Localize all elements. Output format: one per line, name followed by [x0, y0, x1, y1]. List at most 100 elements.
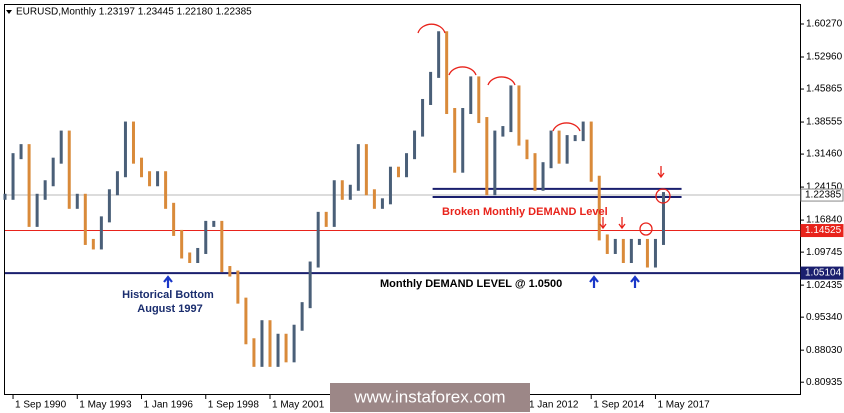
price-bar — [348, 184, 352, 200]
price-bar — [91, 238, 95, 250]
price-bar — [396, 166, 400, 178]
price-bar — [252, 338, 256, 367]
price-bar — [292, 324, 296, 363]
price-bar — [525, 139, 529, 160]
price-bar — [388, 166, 392, 205]
price-bar — [324, 211, 328, 227]
price-bar — [661, 192, 665, 245]
price-bar — [115, 171, 119, 196]
price-bar — [493, 130, 497, 196]
price-bar — [533, 153, 537, 191]
price-bar — [405, 153, 409, 178]
down-arrow — [618, 217, 626, 230]
y-tick-label: 0.95340 — [806, 312, 843, 323]
price-bar — [75, 193, 79, 209]
price-bar — [477, 76, 481, 124]
price-bar — [83, 193, 87, 245]
price-bar — [372, 189, 376, 209]
up-arrow — [589, 275, 599, 288]
price-bar — [107, 189, 111, 223]
price-bar — [148, 171, 152, 187]
price-bar — [188, 252, 192, 264]
price-bar — [180, 229, 184, 259]
price-bar — [172, 202, 176, 236]
price-bar — [164, 171, 168, 209]
x-tick-label: 1 Sep 1998 — [208, 400, 260, 411]
y-tick-label: 1.31460 — [806, 149, 843, 160]
y-tick-label: 1.02435 — [806, 280, 843, 291]
price-bar — [461, 108, 465, 173]
price-bar — [501, 126, 505, 137]
price-bar — [220, 220, 224, 273]
price-bar — [413, 130, 417, 160]
price-bar — [260, 320, 264, 367]
price-bar — [35, 193, 39, 227]
price-bar — [236, 270, 240, 304]
price-bar — [629, 238, 633, 264]
price-bar — [517, 85, 521, 146]
price-bar — [300, 302, 304, 331]
y-tick-label: 1.16840 — [806, 215, 843, 226]
x-tick-label: 1 May 2017 — [657, 400, 710, 411]
y-tick-label: 0.88030 — [806, 345, 843, 356]
y-tick-label: 1.52960 — [806, 52, 843, 63]
x-tick-label: 1 Sep 2014 — [593, 400, 645, 411]
price-bar — [653, 238, 657, 268]
x-tick-label: 1 May 2001 — [272, 400, 325, 411]
price-tag — [800, 266, 844, 280]
price-bar — [67, 130, 71, 209]
price-bar — [43, 180, 47, 200]
price-tag-label: 1.22385 — [805, 190, 842, 201]
y-tick-label: 1.38555 — [806, 117, 843, 128]
price-bar — [131, 121, 135, 164]
x-tick-label: 1 Jan 1996 — [144, 400, 194, 411]
price-bar — [565, 135, 569, 164]
x-tick-label: 1 Sep 1990 — [15, 400, 67, 411]
price-bar — [268, 320, 272, 367]
y-tick-label: 1.09745 — [806, 247, 843, 258]
price-bar — [469, 76, 473, 115]
price-bar — [196, 247, 200, 264]
circle-mark — [655, 188, 671, 204]
price-bar — [429, 71, 433, 105]
down-arrow — [657, 166, 665, 179]
price-bar — [284, 333, 288, 363]
price-bar — [204, 220, 208, 254]
up-arrows — [163, 275, 640, 288]
y-tick-label: 0.80935 — [806, 377, 843, 388]
y-tick-label: 1.45865 — [806, 84, 843, 95]
price-tag-label: 1.05104 — [805, 268, 842, 279]
annotation: Historical Bottom — [122, 289, 214, 301]
price-bar — [581, 121, 585, 142]
price-bar — [332, 180, 336, 227]
price-tag-label: 1.14525 — [805, 225, 842, 236]
price-bar — [549, 130, 553, 169]
down-arrow — [599, 217, 607, 230]
price-bar — [11, 153, 15, 200]
price-bar — [356, 144, 360, 191]
price-bar — [453, 108, 457, 173]
price-bar — [445, 31, 449, 115]
peak-arc — [552, 122, 581, 132]
price-bar — [573, 135, 577, 142]
price-tag — [800, 188, 844, 202]
price-tag — [800, 224, 844, 238]
price-bar — [140, 157, 144, 178]
watermark: www.instaforex.com — [353, 387, 505, 406]
price-bar — [485, 117, 489, 196]
price-bar — [59, 130, 63, 164]
price-bar — [3, 193, 7, 200]
price-bar — [51, 157, 55, 187]
annotation: August 1997 — [137, 303, 202, 315]
price-bar — [605, 234, 609, 254]
price-bar — [541, 162, 545, 191]
up-arrow — [630, 275, 640, 288]
price-bar — [308, 261, 312, 309]
price-bar — [316, 211, 320, 268]
price-bar — [364, 144, 368, 196]
annotation: Monthly DEMAND LEVEL @ 1.0500 — [380, 278, 562, 290]
price-bar — [27, 144, 31, 227]
price-bar — [437, 31, 441, 78]
price-bar — [589, 121, 593, 182]
